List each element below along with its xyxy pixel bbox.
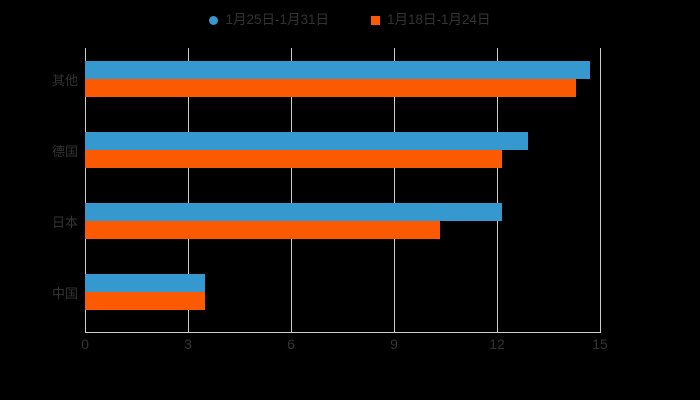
legend-item-series-2[interactable]: 1月18日-1月24日 — [371, 13, 491, 27]
y-axis-category-labels: 其他 德国 日本 中国 — [0, 48, 78, 333]
square-marker-icon — [371, 15, 380, 25]
plot-area — [85, 48, 601, 333]
bar[interactable] — [85, 149, 503, 168]
bar[interactable] — [85, 60, 590, 79]
bar[interactable] — [85, 292, 206, 311]
legend-label-series-1: 1月25日-1月31日 — [225, 12, 329, 28]
circle-marker-icon — [209, 15, 219, 25]
x-axis-tick-label: 6 — [287, 336, 295, 352]
x-axis-tick-label: 9 — [390, 336, 398, 352]
y-axis-category-label: 日本 — [51, 215, 78, 231]
y-axis-category-label: 德国 — [51, 143, 78, 159]
gridline — [291, 48, 292, 333]
gridline — [394, 48, 395, 333]
gridline — [497, 48, 498, 333]
x-axis-line — [85, 332, 601, 333]
bar[interactable] — [85, 203, 503, 222]
bar[interactable] — [85, 274, 206, 293]
bar[interactable] — [85, 221, 441, 240]
x-axis-tick-label: 3 — [184, 336, 192, 352]
bar[interactable] — [85, 78, 576, 97]
gridline — [188, 48, 189, 333]
legend-item-series-1[interactable]: 1月25日-1月31日 — [209, 13, 329, 27]
x-axis-tick-label: 0 — [81, 336, 89, 352]
y-axis-category-label: 中国 — [51, 286, 78, 302]
gridline — [600, 48, 601, 333]
y-axis-category-label: 其他 — [51, 72, 78, 88]
legend-label-series-2: 1月18日-1月24日 — [387, 12, 491, 28]
chart-legend: 1月25日-1月31日 1月18日-1月24日 — [0, 8, 700, 32]
bar[interactable] — [85, 131, 528, 150]
gridline — [85, 48, 86, 333]
x-axis-tick-label: 12 — [489, 336, 505, 352]
x-axis-tick-label: 15 — [592, 336, 608, 352]
